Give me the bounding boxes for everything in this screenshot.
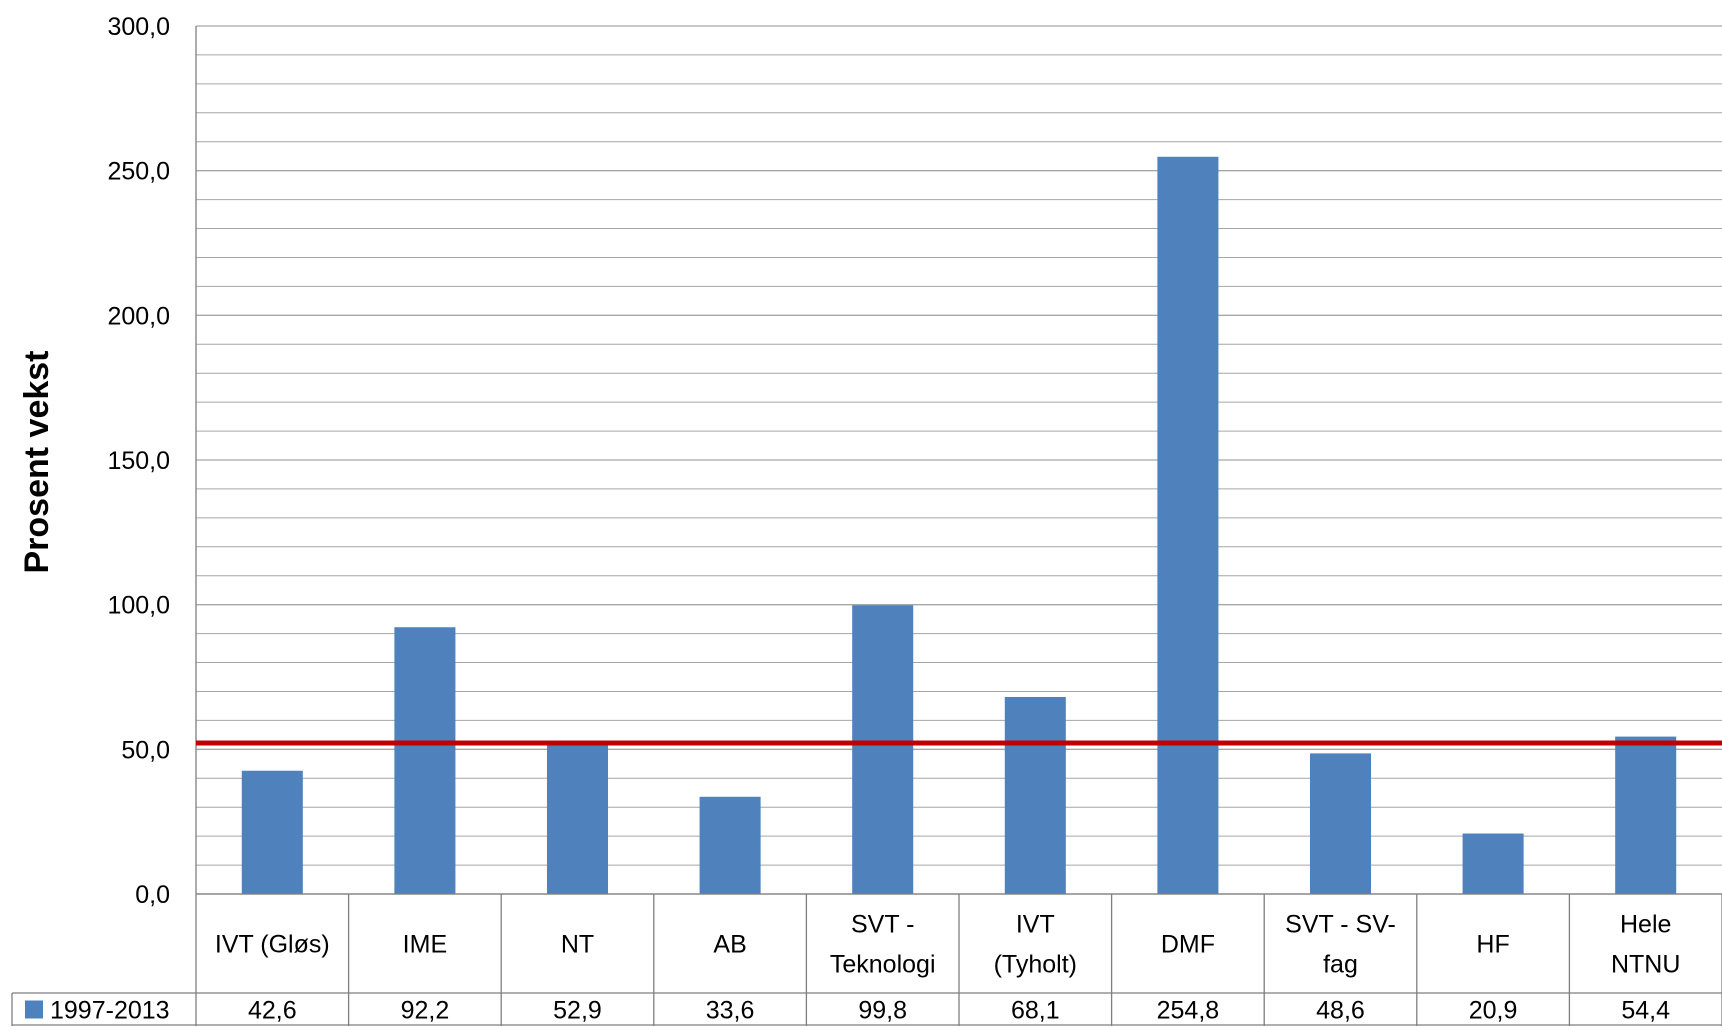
x-category-label: HF: [1476, 931, 1509, 959]
y-tick-label: 250,0: [107, 158, 170, 186]
data-value-label: 52,9: [553, 997, 602, 1025]
data-value-label: 68,1: [1011, 997, 1060, 1025]
data-value-label: 254,8: [1157, 997, 1220, 1025]
y-tick-label: 0,0: [135, 881, 170, 909]
x-category-label: (Tyholt): [994, 951, 1077, 979]
x-category-label: IVT: [1016, 911, 1055, 939]
legend-series-label: 1997-2013: [50, 997, 170, 1025]
bar: [1157, 156, 1219, 894]
data-value-label: 92,2: [401, 997, 450, 1025]
y-tick-label: 300,0: [107, 13, 170, 41]
data-value-label: 54,4: [1621, 997, 1670, 1025]
bar: [1615, 736, 1677, 894]
bar: [241, 770, 303, 894]
y-tick-label: 200,0: [107, 302, 170, 330]
data-value-label: 33,6: [706, 997, 755, 1025]
x-category-label: Teknologi: [830, 951, 936, 979]
x-category-label: SVT - SV-: [1285, 911, 1396, 939]
x-category-label: SVT -: [851, 911, 914, 939]
y-tick-label: 50,0: [121, 736, 170, 764]
x-category-label: NT: [561, 931, 594, 959]
bar: [1462, 833, 1524, 894]
x-category-label: AB: [713, 931, 746, 959]
x-category-label: Hele: [1620, 911, 1671, 939]
bar: [852, 605, 914, 894]
x-category-label: IME: [403, 931, 447, 959]
data-value-label: 42,6: [248, 997, 297, 1025]
bar: [1309, 753, 1372, 894]
legend-swatch: [25, 1000, 43, 1019]
data-value-label: 48,6: [1316, 997, 1365, 1025]
y-axis-title: Prosent vekst: [18, 351, 56, 574]
x-category-label: NTNU: [1611, 951, 1680, 979]
bar: [546, 740, 609, 894]
y-tick-label: 100,0: [107, 592, 170, 620]
y-tick-label: 150,0: [107, 447, 170, 475]
x-category-label: DMF: [1161, 931, 1215, 959]
bar: [1004, 696, 1066, 894]
data-value-label: 20,9: [1469, 997, 1518, 1025]
x-category-label: IVT (Gløs): [215, 931, 330, 959]
x-category-label: fag: [1323, 951, 1358, 979]
bar: [699, 796, 761, 894]
data-value-label: 99,8: [858, 997, 907, 1025]
bar: [394, 627, 456, 894]
